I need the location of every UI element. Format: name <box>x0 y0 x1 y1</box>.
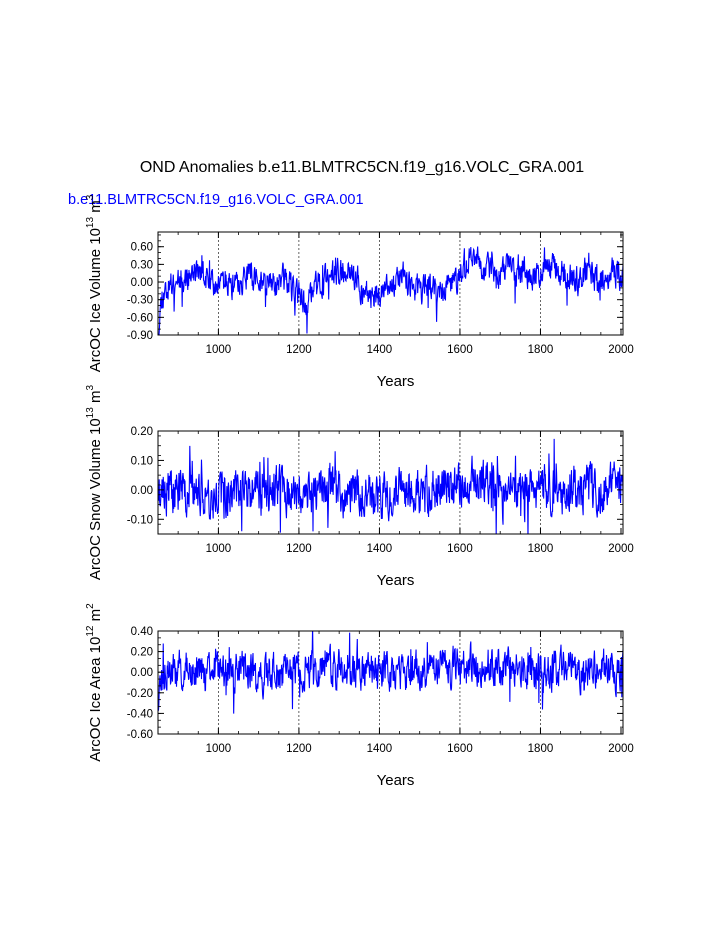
figure-subtitle: b.e11.BLMTRC5CN.f19_g16.VOLC_GRA.001 <box>68 192 364 208</box>
y-tick-label: 0.10 <box>131 455 153 467</box>
y-tick-label: 0.20 <box>131 426 153 438</box>
chart-ice-volume: -0.90 -0.60 -0.30 0.00 0.30 0.60 1000 1200 1400 1… <box>85 194 634 390</box>
x-axis-title: Years <box>377 572 415 589</box>
y-tick-label: -0.60 <box>127 312 153 324</box>
y-axis-title: ArcOC Ice Volume 1013 m3 <box>85 194 104 372</box>
y-tick-label: 0.40 <box>131 626 153 638</box>
x-tick-label: 1800 <box>528 543 554 555</box>
series-line <box>158 438 623 534</box>
x-tick-label: 2000 <box>608 344 634 356</box>
y-tick-label: -0.30 <box>127 295 153 307</box>
x-tick-label: 1000 <box>206 543 232 555</box>
y-tick-label: -0.20 <box>127 688 153 700</box>
x-tick-label: 1200 <box>286 344 312 356</box>
y-axis-title: ArcOC Ice Area 1012 m2 <box>85 603 104 762</box>
x-tick-label: 1400 <box>367 543 393 555</box>
chart-panels: -0.90 -0.60 -0.30 0.00 0.30 0.60 1000 1200 1400 1… <box>85 194 634 789</box>
chart-ice-area: -0.60 -0.40 -0.20 0.00 0.20 0.40 1000 1200 1400 1… <box>85 603 634 789</box>
x-tick-label: 1200 <box>286 743 312 755</box>
x-tick-label: 2000 <box>608 743 634 755</box>
chart-snow-volume: -0.10 0.00 0.10 0.20 1000 1200 1400 1600 1800 200… <box>85 385 634 589</box>
y-tick-label: -0.90 <box>127 330 153 342</box>
y-tick-label: -0.10 <box>127 514 153 526</box>
x-tick-label: 1000 <box>206 344 232 356</box>
series-line <box>158 631 623 714</box>
x-tick-label: 1400 <box>367 344 393 356</box>
y-axis-title: ArcOC Snow Volume 1013 m3 <box>85 385 104 581</box>
y-tick-label: -0.60 <box>127 729 153 741</box>
figure-title: OND Anomalies b.e11.BLMTRC5CN.f19_g16.VO… <box>140 159 584 176</box>
x-tick-label: 1600 <box>447 743 473 755</box>
x-axis-title: Years <box>377 373 415 390</box>
y-tick-label: 0.30 <box>131 259 153 271</box>
y-tick-label: 0.20 <box>131 647 153 659</box>
y-tick-label: 0.00 <box>131 485 153 497</box>
series-line <box>158 246 623 335</box>
x-tick-label: 1400 <box>367 743 393 755</box>
y-tick-label: 0.60 <box>131 242 153 254</box>
y-tick-label: -0.40 <box>127 708 153 720</box>
y-tick-label: 0.00 <box>131 667 153 679</box>
x-tick-label: 1800 <box>528 344 554 356</box>
plot-frame <box>157 430 624 535</box>
plot-frame <box>157 231 624 336</box>
x-tick-label: 1600 <box>447 543 473 555</box>
x-tick-label: 1600 <box>447 344 473 356</box>
y-tick-label: 0.00 <box>131 277 153 289</box>
x-tick-label: 1200 <box>286 543 312 555</box>
plot-frame <box>157 630 624 735</box>
x-axis-title: Years <box>377 772 415 789</box>
x-tick-label: 1000 <box>206 743 232 755</box>
x-tick-label: 1800 <box>528 743 554 755</box>
x-tick-label: 2000 <box>608 543 634 555</box>
